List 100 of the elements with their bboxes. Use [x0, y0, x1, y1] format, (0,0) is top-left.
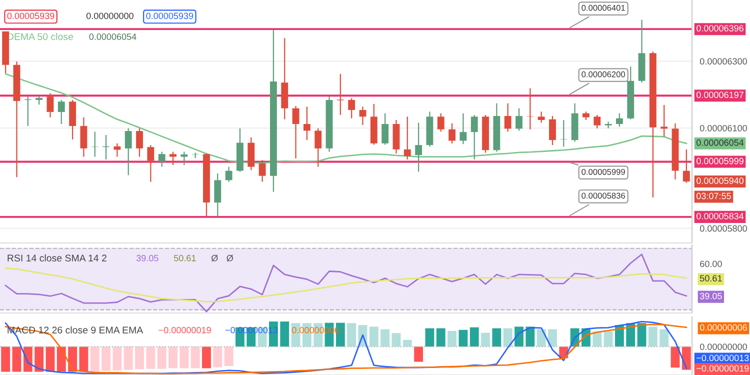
- annotation: 0.00006200: [582, 71, 626, 78]
- y-tick-label: 60.00: [700, 260, 722, 268]
- bar: [470, 327, 479, 347]
- candlestick: [336, 73, 344, 116]
- candlestick: [58, 99, 65, 125]
- candlestick: [214, 172, 222, 218]
- bar: [481, 332, 490, 347]
- bar: [536, 329, 546, 347]
- bar: [503, 328, 512, 347]
- bar: [180, 346, 189, 368]
- candlestick: [604, 121, 612, 129]
- ref-line-label: 0.00006396: [696, 25, 744, 32]
- annotation: 0.00005939: [146, 12, 194, 20]
- bar: [380, 329, 390, 347]
- candlestick: [91, 131, 98, 158]
- bar: [124, 346, 133, 370]
- annotation: 0.00006054: [89, 34, 136, 40]
- bar: [548, 329, 557, 347]
- bar: [392, 333, 401, 347]
- bar: [90, 346, 100, 372]
- candlestick: [549, 115, 556, 146]
- bar: [46, 346, 55, 372]
- text: 03:07:55: [696, 192, 731, 200]
- candlestick: [80, 116, 88, 158]
- text: 0.00005940: [696, 178, 744, 184]
- bar: [102, 346, 110, 371]
- ref-line-label: 0.00005999: [696, 158, 744, 164]
- bar: [146, 346, 156, 369]
- candlestick: [314, 128, 322, 168]
- y-tick-label: 0.00006100: [700, 124, 747, 132]
- bar: [604, 332, 613, 347]
- candlestick: [147, 144, 154, 182]
- bar: [135, 346, 144, 370]
- candlestick: [594, 114, 601, 129]
- candlestick: [258, 160, 266, 182]
- annotation: 0.00005836: [582, 192, 625, 199]
- candlestick: [660, 104, 668, 138]
- bar: [347, 323, 356, 347]
- candlestick: [415, 122, 422, 172]
- bar: [202, 346, 211, 368]
- candlestick: [448, 122, 456, 144]
- annotation: 0.00000000: [86, 12, 134, 20]
- annotation: Ø: [211, 254, 218, 262]
- bar: [448, 330, 456, 347]
- candlestick: [616, 112, 623, 128]
- candlestick: [382, 112, 389, 146]
- bar: [592, 332, 602, 347]
- candlestick: [170, 151, 176, 166]
- candlestick: [114, 142, 121, 158]
- line-series: [4, 267, 688, 302]
- y-tick-label: 0.00005800: [700, 225, 747, 232]
- annotation: 39.05: [136, 254, 158, 262]
- candlestick: [404, 116, 411, 160]
- bar: [458, 330, 468, 347]
- candlestick: [180, 151, 188, 166]
- bar: [425, 328, 434, 347]
- y-tick-label: 50.61: [700, 275, 722, 282]
- candlestick: [225, 166, 232, 182]
- candlestick: [158, 151, 166, 168]
- annotation: 0.00005999: [582, 168, 625, 175]
- candlestick: [516, 108, 522, 132]
- annotation: 0.00005939: [7, 12, 54, 20]
- bar: [112, 346, 122, 370]
- candlestick: [292, 105, 300, 159]
- bar: [660, 329, 669, 347]
- bar: [492, 328, 502, 347]
- y-tick-label: 0.00000006: [700, 324, 747, 331]
- candlestick: [470, 114, 478, 160]
- annotation: Ø: [226, 254, 234, 262]
- candlestick: [46, 92, 54, 118]
- candlestick: [359, 106, 366, 126]
- y-tick-label: 0.00000000: [700, 344, 747, 350]
- bar: [648, 326, 658, 347]
- bar: [414, 346, 424, 362]
- ref-line-label: 0.00005834: [696, 212, 744, 220]
- candlestick: [460, 112, 467, 145]
- bar: [34, 346, 44, 372]
- bar: [12, 346, 22, 372]
- bar: [157, 346, 166, 369]
- text: −0.00000013: [696, 354, 749, 362]
- bar: [402, 340, 412, 347]
- text: −0.00000019: [696, 365, 749, 372]
- bar: [280, 322, 290, 347]
- candlestick: [136, 128, 143, 158]
- text: RSI 14 close SMA 14 2: [8, 254, 106, 262]
- bar: [224, 346, 234, 366]
- bar: [526, 326, 535, 347]
- bar: [56, 346, 66, 372]
- bar: [670, 346, 680, 368]
- bar: [190, 346, 200, 368]
- annotation: 50.61: [174, 254, 196, 262]
- candlestick: [303, 106, 310, 141]
- annotation: 0.00006401: [582, 4, 625, 11]
- bar: [79, 346, 88, 372]
- bar: [369, 326, 378, 347]
- candlestick: [560, 119, 568, 148]
- text: 0.00006054: [696, 139, 744, 146]
- candlestick: [348, 98, 356, 119]
- candlestick: [538, 111, 545, 124]
- bar: [1, 346, 10, 372]
